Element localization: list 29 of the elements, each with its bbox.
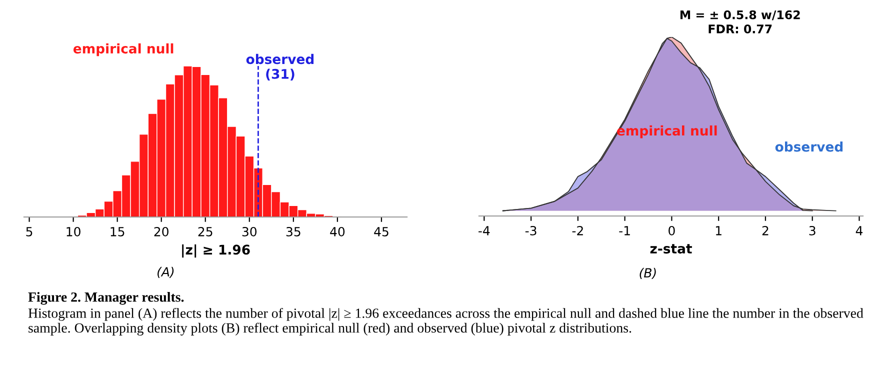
x-tick-label: -2: [572, 226, 583, 236]
x-tick-label: -4: [478, 226, 490, 236]
text: M = ± 0.5.8 w/162 FDR: 0.77: [680, 10, 800, 34]
x-tick-label: 15: [110, 227, 124, 236]
series-label: empirical null: [617, 125, 717, 138]
x-tick-label: 4: [856, 226, 863, 236]
text: (A): [158, 266, 174, 278]
text: empirical null: [73, 43, 174, 56]
x-tick-label: 3: [809, 226, 816, 236]
x-tick-label: 5: [26, 227, 32, 236]
x-tick-label: 0: [668, 226, 675, 236]
x-tick-label: 30: [242, 226, 257, 236]
caption: Figure 2. Manager results.: [28, 292, 184, 305]
x-tick-label: 40: [330, 226, 345, 236]
x-tick-label: -3: [525, 226, 536, 236]
x-tick-label: -1: [619, 226, 630, 236]
x-tick-label: 2: [762, 226, 768, 236]
text: (B): [640, 268, 656, 280]
x-tick-label: 20: [154, 226, 168, 236]
x-tick-label: 1: [716, 226, 722, 236]
x-tick-label: 45: [374, 227, 388, 236]
text: Histogram in panel (A) reflects the number of pivotal |z| ≥ 1.96 exceedances across the empirical null and dashed blue line the number in the observed sample. Overlapping density plots (B) reflect empirical null (red) and observed (blue) pivotal z distributions.: [28, 308, 864, 336]
x-tick-label: 10: [66, 226, 80, 236]
x-tick-label: 35: [286, 226, 300, 236]
ref-line-label: observed (31): [246, 54, 314, 80]
series-label: observed: [775, 142, 843, 152]
x-tick-label: 25: [198, 226, 212, 236]
x-axis-title: z-stat: [650, 244, 692, 254]
x-axis-title: |z| ≥ 1.96: [182, 244, 250, 258]
